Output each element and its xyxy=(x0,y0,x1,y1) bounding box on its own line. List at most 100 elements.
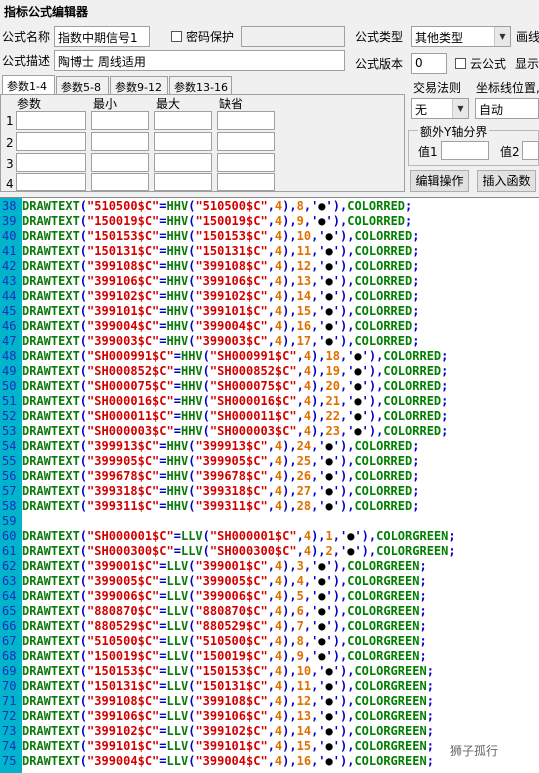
code-line[interactable]: 46 DRAWTEXT("399004$C"=HHV("399004$C",4),… xyxy=(0,319,539,334)
param-name-input[interactable] xyxy=(16,111,86,130)
code-line[interactable]: 73 DRAWTEXT("399102$C"=LLV("399102$C",4),… xyxy=(0,724,539,739)
param-min-input[interactable] xyxy=(91,132,149,151)
param-default-input[interactable] xyxy=(217,132,275,151)
code-token: DRAWTEXT xyxy=(22,379,80,393)
code-token: 4 xyxy=(274,484,283,498)
code-line[interactable]: 75 DRAWTEXT("399004$C"=LLV("399004$C",4),… xyxy=(0,754,539,769)
tab-params-9-12[interactable]: 参数9-12 xyxy=(110,76,168,94)
line-number: 43 xyxy=(2,274,17,288)
code-token: ,' xyxy=(311,259,326,273)
formula-name-input[interactable]: 指数中期信号1 xyxy=(54,26,150,47)
code-line[interactable]: 68 DRAWTEXT("150019$C"=LLV("150019$C",4),… xyxy=(0,649,539,664)
axis-position-input[interactable]: 自动 xyxy=(475,98,539,119)
code-line[interactable]: 45 DRAWTEXT("399101$C"=HHV("399101$C",4),… xyxy=(0,304,539,319)
code-line[interactable]: 42 DRAWTEXT("399108$C"=HHV("399108$C",4),… xyxy=(0,259,539,274)
code-token: 12 xyxy=(296,694,312,708)
code-line[interactable]: 74 DRAWTEXT("399101$C"=LLV("399101$C",4),… xyxy=(0,739,539,754)
code-line[interactable]: 43 DRAWTEXT("399106$C"=HHV("399106$C",4),… xyxy=(0,274,539,289)
code-line[interactable]: 67 DRAWTEXT("510500$C"=LLV("510500$C",4),… xyxy=(0,634,539,649)
code-editor[interactable]: 38 DRAWTEXT("510500$C"=HHV("510500$C",4),… xyxy=(0,197,539,773)
param-default-input[interactable] xyxy=(217,111,275,130)
code-token: , xyxy=(267,214,275,228)
code-token: ● xyxy=(354,364,362,378)
tab-params-13-16[interactable]: 参数13-16 xyxy=(169,76,232,94)
code-token: , xyxy=(267,484,275,498)
code-line[interactable]: 52 DRAWTEXT("SH000011$C"=HHV("SH000011$C"… xyxy=(0,409,539,424)
code-line[interactable]: 60 DRAWTEXT("SH000001$C"=LLV("SH000001$C"… xyxy=(0,529,539,544)
param-max-input[interactable] xyxy=(154,132,212,151)
code-line[interactable]: 69 DRAWTEXT("150153$C"=LLV("150153$C",4),… xyxy=(0,664,539,679)
code-line[interactable]: 51 DRAWTEXT("SH000016$C"=HHV("SH000016$C"… xyxy=(0,394,539,409)
code-line[interactable]: 66 DRAWTEXT("880529$C"=LLV("880529$C",4),… xyxy=(0,619,539,634)
tab-params-1-4[interactable]: 参数1-4 xyxy=(2,75,55,95)
code-token: = xyxy=(159,214,167,228)
insert-function-button[interactable]: 插入函数 xyxy=(477,170,536,192)
code-line[interactable]: 70 DRAWTEXT("150131$C"=LLV("150131$C",4),… xyxy=(0,679,539,694)
code-line[interactable]: 55 DRAWTEXT("399905$C"=HHV("399905$C",4),… xyxy=(0,454,539,469)
param-min-input[interactable] xyxy=(91,173,149,191)
code-line[interactable]: 50 DRAWTEXT("SH000075$C"=HHV("SH000075$C"… xyxy=(0,379,539,394)
code-token: ( xyxy=(202,349,210,363)
param-max-input[interactable] xyxy=(154,111,212,130)
code-token: ,' xyxy=(311,469,326,483)
param-min-input[interactable] xyxy=(91,111,149,130)
code-token: DRAWTEXT xyxy=(22,334,80,348)
code-token: DRAWTEXT xyxy=(22,679,80,693)
code-line[interactable]: 58 DRAWTEXT("399311$C"=HHV("399311$C",4),… xyxy=(0,499,539,514)
chevron-down-icon[interactable]: ▼ xyxy=(494,27,510,46)
code-line[interactable]: 48 DRAWTEXT("SH000991$C"=HHV("SH000991$C"… xyxy=(0,349,539,364)
code-line[interactable]: 53 DRAWTEXT("SH000003$C"=HHV("SH000003$C"… xyxy=(0,424,539,439)
code-line[interactable]: 62 DRAWTEXT("399001$C"=LLV("399001$C",4),… xyxy=(0,559,539,574)
line-number: 39 xyxy=(2,214,17,228)
formula-desc-input[interactable]: 陶博士 周线适用 xyxy=(54,50,345,71)
code-line[interactable]: 41 DRAWTEXT("150131$C"=HHV("150131$C",4),… xyxy=(0,244,539,259)
code-token: ( xyxy=(79,724,88,738)
cloud-formula-checkbox[interactable] xyxy=(455,58,466,69)
param-name-input[interactable] xyxy=(16,132,86,151)
code-line[interactable]: 65 DRAWTEXT("880870$C"=LLV("880870$C",4),… xyxy=(0,604,539,619)
code-line[interactable]: 40 DRAWTEXT("150153$C"=HHV("150153$C",4),… xyxy=(0,229,539,244)
code-line[interactable]: 49 DRAWTEXT("SH000852$C"=HHV("SH000852$C"… xyxy=(0,364,539,379)
code-token: , xyxy=(296,409,304,423)
code-token: DRAWTEXT xyxy=(22,199,80,213)
code-line[interactable]: 57 DRAWTEXT("399318$C"=HHV("399318$C",4),… xyxy=(0,484,539,499)
code-token: = xyxy=(159,259,167,273)
code-token: 27 xyxy=(296,484,312,498)
code-line[interactable]: 59 xyxy=(0,514,539,529)
code-token: COLORRED xyxy=(383,364,442,378)
password-input[interactable] xyxy=(241,26,345,47)
code-line[interactable]: 71 DRAWTEXT("399108$C"=LLV("399108$C",4),… xyxy=(0,694,539,709)
formula-type-select[interactable]: 其他类型 ▼ xyxy=(411,26,511,47)
y-value1-input[interactable] xyxy=(441,141,489,160)
param-default-input[interactable] xyxy=(217,173,275,191)
param-name-input[interactable] xyxy=(16,173,86,191)
param-max-input[interactable] xyxy=(154,153,212,172)
param-min-input[interactable] xyxy=(91,153,149,172)
code-token: 4 xyxy=(303,394,312,408)
code-line[interactable]: 56 DRAWTEXT("399678$C"=HHV("399678$C",4),… xyxy=(0,469,539,484)
code-line[interactable]: 64 DRAWTEXT("399006$C"=LLV("399006$C",4),… xyxy=(0,589,539,604)
code-line[interactable]: 39 DRAWTEXT("150019$C"=HHV("150019$C",4),… xyxy=(0,214,539,229)
chevron-down-icon[interactable]: ▼ xyxy=(452,99,468,118)
code-line[interactable]: 38 DRAWTEXT("510500$C"=HHV("510500$C",4),… xyxy=(0,199,539,214)
param-default-input[interactable] xyxy=(217,153,275,172)
trade-rule-select[interactable]: 无 ▼ xyxy=(411,98,469,119)
param-max-input[interactable] xyxy=(154,173,212,191)
code-token: ), xyxy=(311,529,326,543)
code-line[interactable]: 63 DRAWTEXT("399005$C"=LLV("399005$C",4),… xyxy=(0,574,539,589)
code-line[interactable]: 44 DRAWTEXT("399102$C"=HHV("399102$C",4),… xyxy=(0,289,539,304)
code-token: ,' xyxy=(339,394,355,408)
line-number: 45 xyxy=(2,304,17,318)
tab-params-5-8[interactable]: 参数5-8 xyxy=(56,76,109,94)
param-name-input[interactable] xyxy=(16,153,86,172)
password-checkbox[interactable] xyxy=(171,31,182,42)
code-line[interactable]: 54 DRAWTEXT("399913$C"=HHV("399913$C",4),… xyxy=(0,439,539,454)
y-value2-input[interactable] xyxy=(522,141,539,160)
code-line[interactable]: 72 DRAWTEXT("399106$C"=LLV("399106$C",4),… xyxy=(0,709,539,724)
formula-version-input[interactable]: 0 xyxy=(411,53,447,74)
code-token: "150019$C" xyxy=(87,649,160,663)
edit-operation-button[interactable]: 编辑操作 xyxy=(410,170,469,192)
code-line[interactable]: 61 DRAWTEXT("SH000300$C"=LLV("SH000300$C"… xyxy=(0,544,539,559)
code-token: ,' xyxy=(332,529,348,543)
code-line[interactable]: 47 DRAWTEXT("399003$C"=HHV("399003$C",4),… xyxy=(0,334,539,349)
